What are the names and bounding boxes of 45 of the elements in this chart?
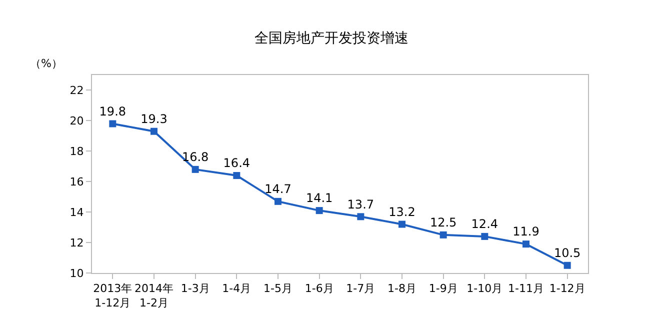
x-tick-label: 2014年 1-2月: [134, 282, 174, 310]
data-label: 11.9: [512, 224, 540, 239]
x-tick-label: 1-4月: [222, 282, 252, 296]
y-tick-label: 16: [70, 175, 84, 188]
point: [440, 231, 447, 238]
point: [192, 166, 199, 173]
point: [109, 120, 116, 128]
x-tick-label: 1-9月: [428, 282, 458, 296]
y-tick-label: 20: [70, 114, 84, 128]
x-tick-label: 1-11月: [508, 282, 544, 296]
data-label: 12.4: [471, 217, 498, 232]
point: [316, 207, 323, 214]
data-label: 14.1: [306, 191, 333, 206]
y-tick-label: 10: [70, 266, 84, 280]
data-label: 13.2: [388, 204, 416, 219]
y-tick-label: 14: [70, 206, 84, 219]
x-tick-label: 1-12月: [549, 282, 586, 296]
point: [398, 220, 406, 228]
chart-title: 全国房地产开发投资增速: [254, 30, 408, 46]
y-tick-label: 22: [70, 84, 84, 98]
y-tick-label: 12: [70, 236, 84, 250]
x-tick-label: 1-10月: [466, 282, 503, 296]
y-tick-label: 18: [70, 145, 84, 158]
point: [274, 198, 282, 205]
point: [522, 240, 530, 248]
x-tick-label: 1-5月: [264, 282, 292, 296]
data-label: 19.3: [140, 112, 168, 126]
point: [233, 172, 240, 180]
data-label: 12.5: [430, 216, 457, 230]
point: [564, 262, 571, 269]
point: [357, 213, 364, 220]
y-axis-title: （%）: [30, 57, 62, 70]
x-tick-label: 1-6月: [304, 282, 334, 296]
point: [150, 128, 158, 135]
x-tick-label: 1-7月: [346, 282, 376, 296]
x-tick-label: 1-8月: [388, 282, 416, 296]
point: [481, 232, 488, 240]
x-tick-label: 2013年 1-12月: [93, 282, 132, 310]
x-tick-label: 1-3月: [180, 282, 210, 296]
data-label: 16.8: [182, 150, 209, 164]
data-label: 19.8: [99, 104, 126, 118]
data-label: 16.4: [223, 156, 250, 170]
data-label: 10.5: [554, 246, 581, 260]
data-label: 14.7: [264, 182, 292, 196]
data-label: 13.7: [347, 197, 374, 212]
